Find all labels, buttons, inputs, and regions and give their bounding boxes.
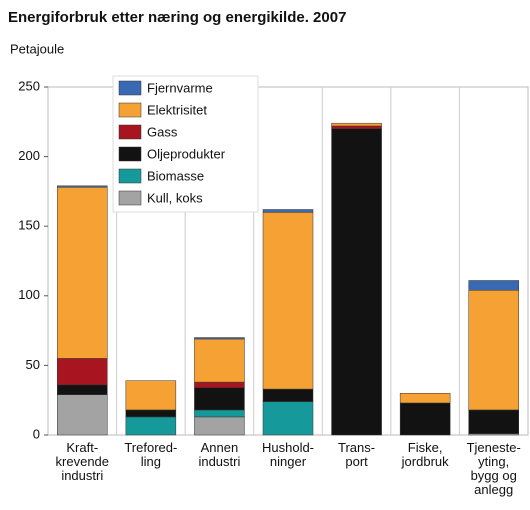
bar-segment: [399, 392, 451, 404]
bar-segment: [194, 416, 245, 436]
legend-label: Fjernvarme: [147, 80, 213, 95]
x-tick-label: Kraft- krevende industri: [55, 440, 110, 483]
x-tick-label: Hushold- ninger: [261, 440, 315, 469]
bar-segment: [468, 289, 519, 411]
bar-segment: [194, 338, 245, 383]
legend-swatch: [118, 102, 142, 118]
legend-label: Kull, koks: [147, 190, 203, 205]
bar-segment: [262, 212, 314, 390]
bar-segment: [468, 280, 519, 291]
bar-segment: [125, 409, 177, 418]
chart-title: Energiforbruk etter næring og energikild…: [8, 9, 346, 26]
bar-segment: [468, 409, 519, 434]
y-tick-label: 200: [18, 148, 40, 163]
legend-label: Oljeprodukter: [147, 146, 226, 161]
bar-segment: [194, 387, 245, 411]
bar-segment: [57, 185, 108, 188]
legend-swatch: [118, 168, 142, 184]
legend-swatch: [118, 190, 142, 206]
x-tick-label: Trans- port: [338, 440, 376, 469]
bar-segment: [125, 416, 177, 436]
x-tick-label: Trefored- ling: [124, 440, 178, 469]
bar-segment: [194, 409, 245, 418]
legend-swatch: [118, 146, 142, 162]
legend-label: Gass: [147, 124, 178, 139]
bar-segment: [57, 394, 108, 436]
bar-segment: [331, 125, 382, 130]
bar-segment: [57, 358, 108, 386]
legend-swatch: [118, 124, 142, 140]
y-tick-label: 50: [26, 357, 40, 372]
bar-segment: [262, 388, 314, 402]
legend-swatch: [118, 80, 142, 96]
legend-label: Elektrisitet: [147, 102, 207, 117]
y-tick-label: 0: [33, 426, 40, 441]
bar-segment: [194, 337, 245, 340]
legend-label: Biomasse: [147, 168, 204, 183]
y-tick-label: 150: [18, 218, 40, 233]
bar-segment: [331, 128, 382, 436]
y-tick-label: 100: [18, 287, 40, 302]
bar-segment: [125, 380, 177, 411]
bar-segment: [194, 381, 245, 388]
bar-segment: [57, 384, 108, 395]
bar-segment: [262, 401, 314, 436]
x-tick-label: Annen industri: [198, 440, 241, 469]
bar-segment: [57, 186, 108, 359]
legend-box: [112, 75, 259, 213]
bar-segment: [262, 209, 314, 213]
y-tick-label: 250: [18, 78, 40, 93]
x-tick-label: Fiske, jordbruk: [401, 440, 449, 469]
x-tick-label: Tjeneste- yting, bygg og anlegg: [466, 440, 521, 497]
bar-segment: [399, 402, 451, 436]
bar-segment: [331, 122, 382, 127]
y-axis-label: Petajoule: [10, 41, 64, 56]
